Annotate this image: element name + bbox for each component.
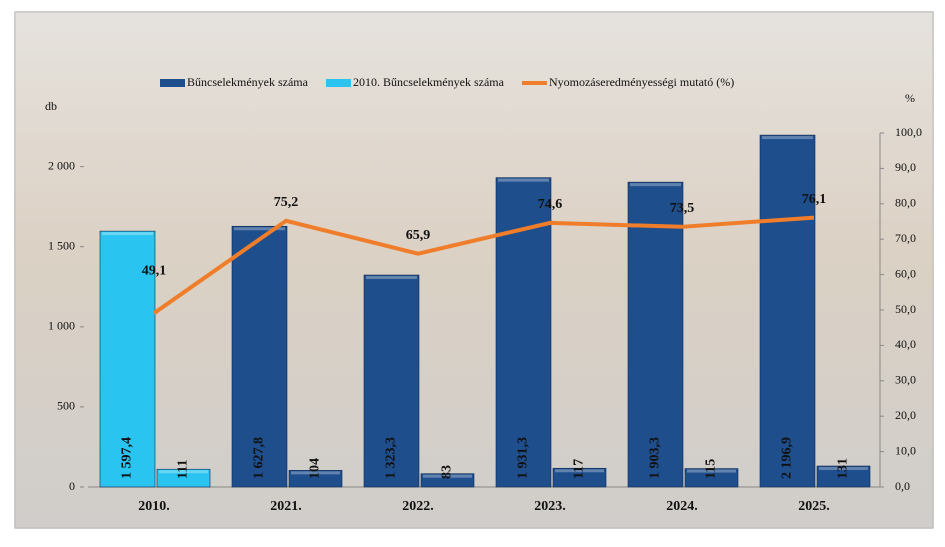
value-label: 131 [836,458,851,479]
value-label: 75,2 [274,195,299,210]
x-tick-label: 2022. [402,499,434,514]
bar-highlight [234,227,285,231]
y2-tick-label: 40,0 [895,337,916,351]
bar-highlight [366,276,417,280]
bar-highlight [630,183,681,187]
legend-swatch [325,79,351,87]
value-label: 104 [308,458,323,479]
bar-highlight [159,470,208,474]
y2-tick-label: 0,0 [895,479,910,493]
y2-tick-label: 50,0 [895,302,916,316]
bar [816,465,871,488]
legend-label: 2010. Bűncselekmények száma [353,75,505,89]
x-tick-label: 2025. [798,499,830,514]
bar-highlight [291,471,340,475]
y-tick-label: 2 000 [48,158,75,172]
value-label: 73,5 [670,201,695,216]
y2-tick-label: 80,0 [895,196,916,210]
legend-label: Nyomozáseredményességi mutató (%) [549,75,734,89]
bar [363,274,420,488]
value-label: 1 903,3 [648,437,663,479]
bar-highlight [687,469,736,473]
bar [420,473,475,488]
y-tick-label: 1 000 [48,319,75,333]
y2-tick-label: 90,0 [895,160,916,174]
value-label: 117 [572,459,587,479]
x-tick-label: 2021. [270,499,302,514]
bar [231,225,288,488]
value-label: 111 [176,460,191,479]
bar-highlight [819,467,868,471]
y2-axis-title: % [905,91,915,105]
x-tick-label: 2023. [534,499,566,514]
y2-tick-label: 20,0 [895,408,916,422]
y2-tick-label: 10,0 [895,443,916,457]
bar [627,181,684,488]
y2-tick-label: 30,0 [895,373,916,387]
bar [759,134,816,488]
y-tick-label: 500 [57,399,75,413]
y2-tick-label: 100,0 [895,125,922,139]
value-label: 1 597,4 [120,437,135,479]
value-label: 115 [704,459,719,479]
value-label: 1 323,3 [384,437,399,479]
legend-swatch [160,79,185,87]
bar-highlight [498,178,549,182]
value-label: 1 931,3 [516,437,531,479]
value-label: 1 627,8 [252,437,267,479]
bar [156,468,211,488]
legend-label: Bűncselekmények száma [187,75,309,89]
y-axis-title: db [45,99,57,113]
value-label: 83 [440,465,455,479]
bar [99,230,156,488]
bar [552,467,607,488]
value-label: 74,6 [538,197,563,212]
bar-highlight [423,474,472,478]
bar-highlight [762,136,813,140]
value-label: 49,1 [142,263,167,278]
y2-tick-label: 60,0 [895,266,916,280]
bar [288,470,343,488]
bar-highlight [102,232,153,236]
x-tick-label: 2010. [138,499,170,514]
x-tick-label: 2024. [666,499,698,514]
y-tick-label: 1 500 [48,238,75,252]
value-label: 2 196,9 [780,437,795,479]
bar-highlight [555,469,604,473]
y2-tick-label: 70,0 [895,231,916,245]
bar [684,468,739,488]
line [152,215,815,315]
value-label: 76,1 [802,192,827,207]
value-label: 65,9 [406,228,431,243]
y-tick-label: 0 [69,479,75,493]
